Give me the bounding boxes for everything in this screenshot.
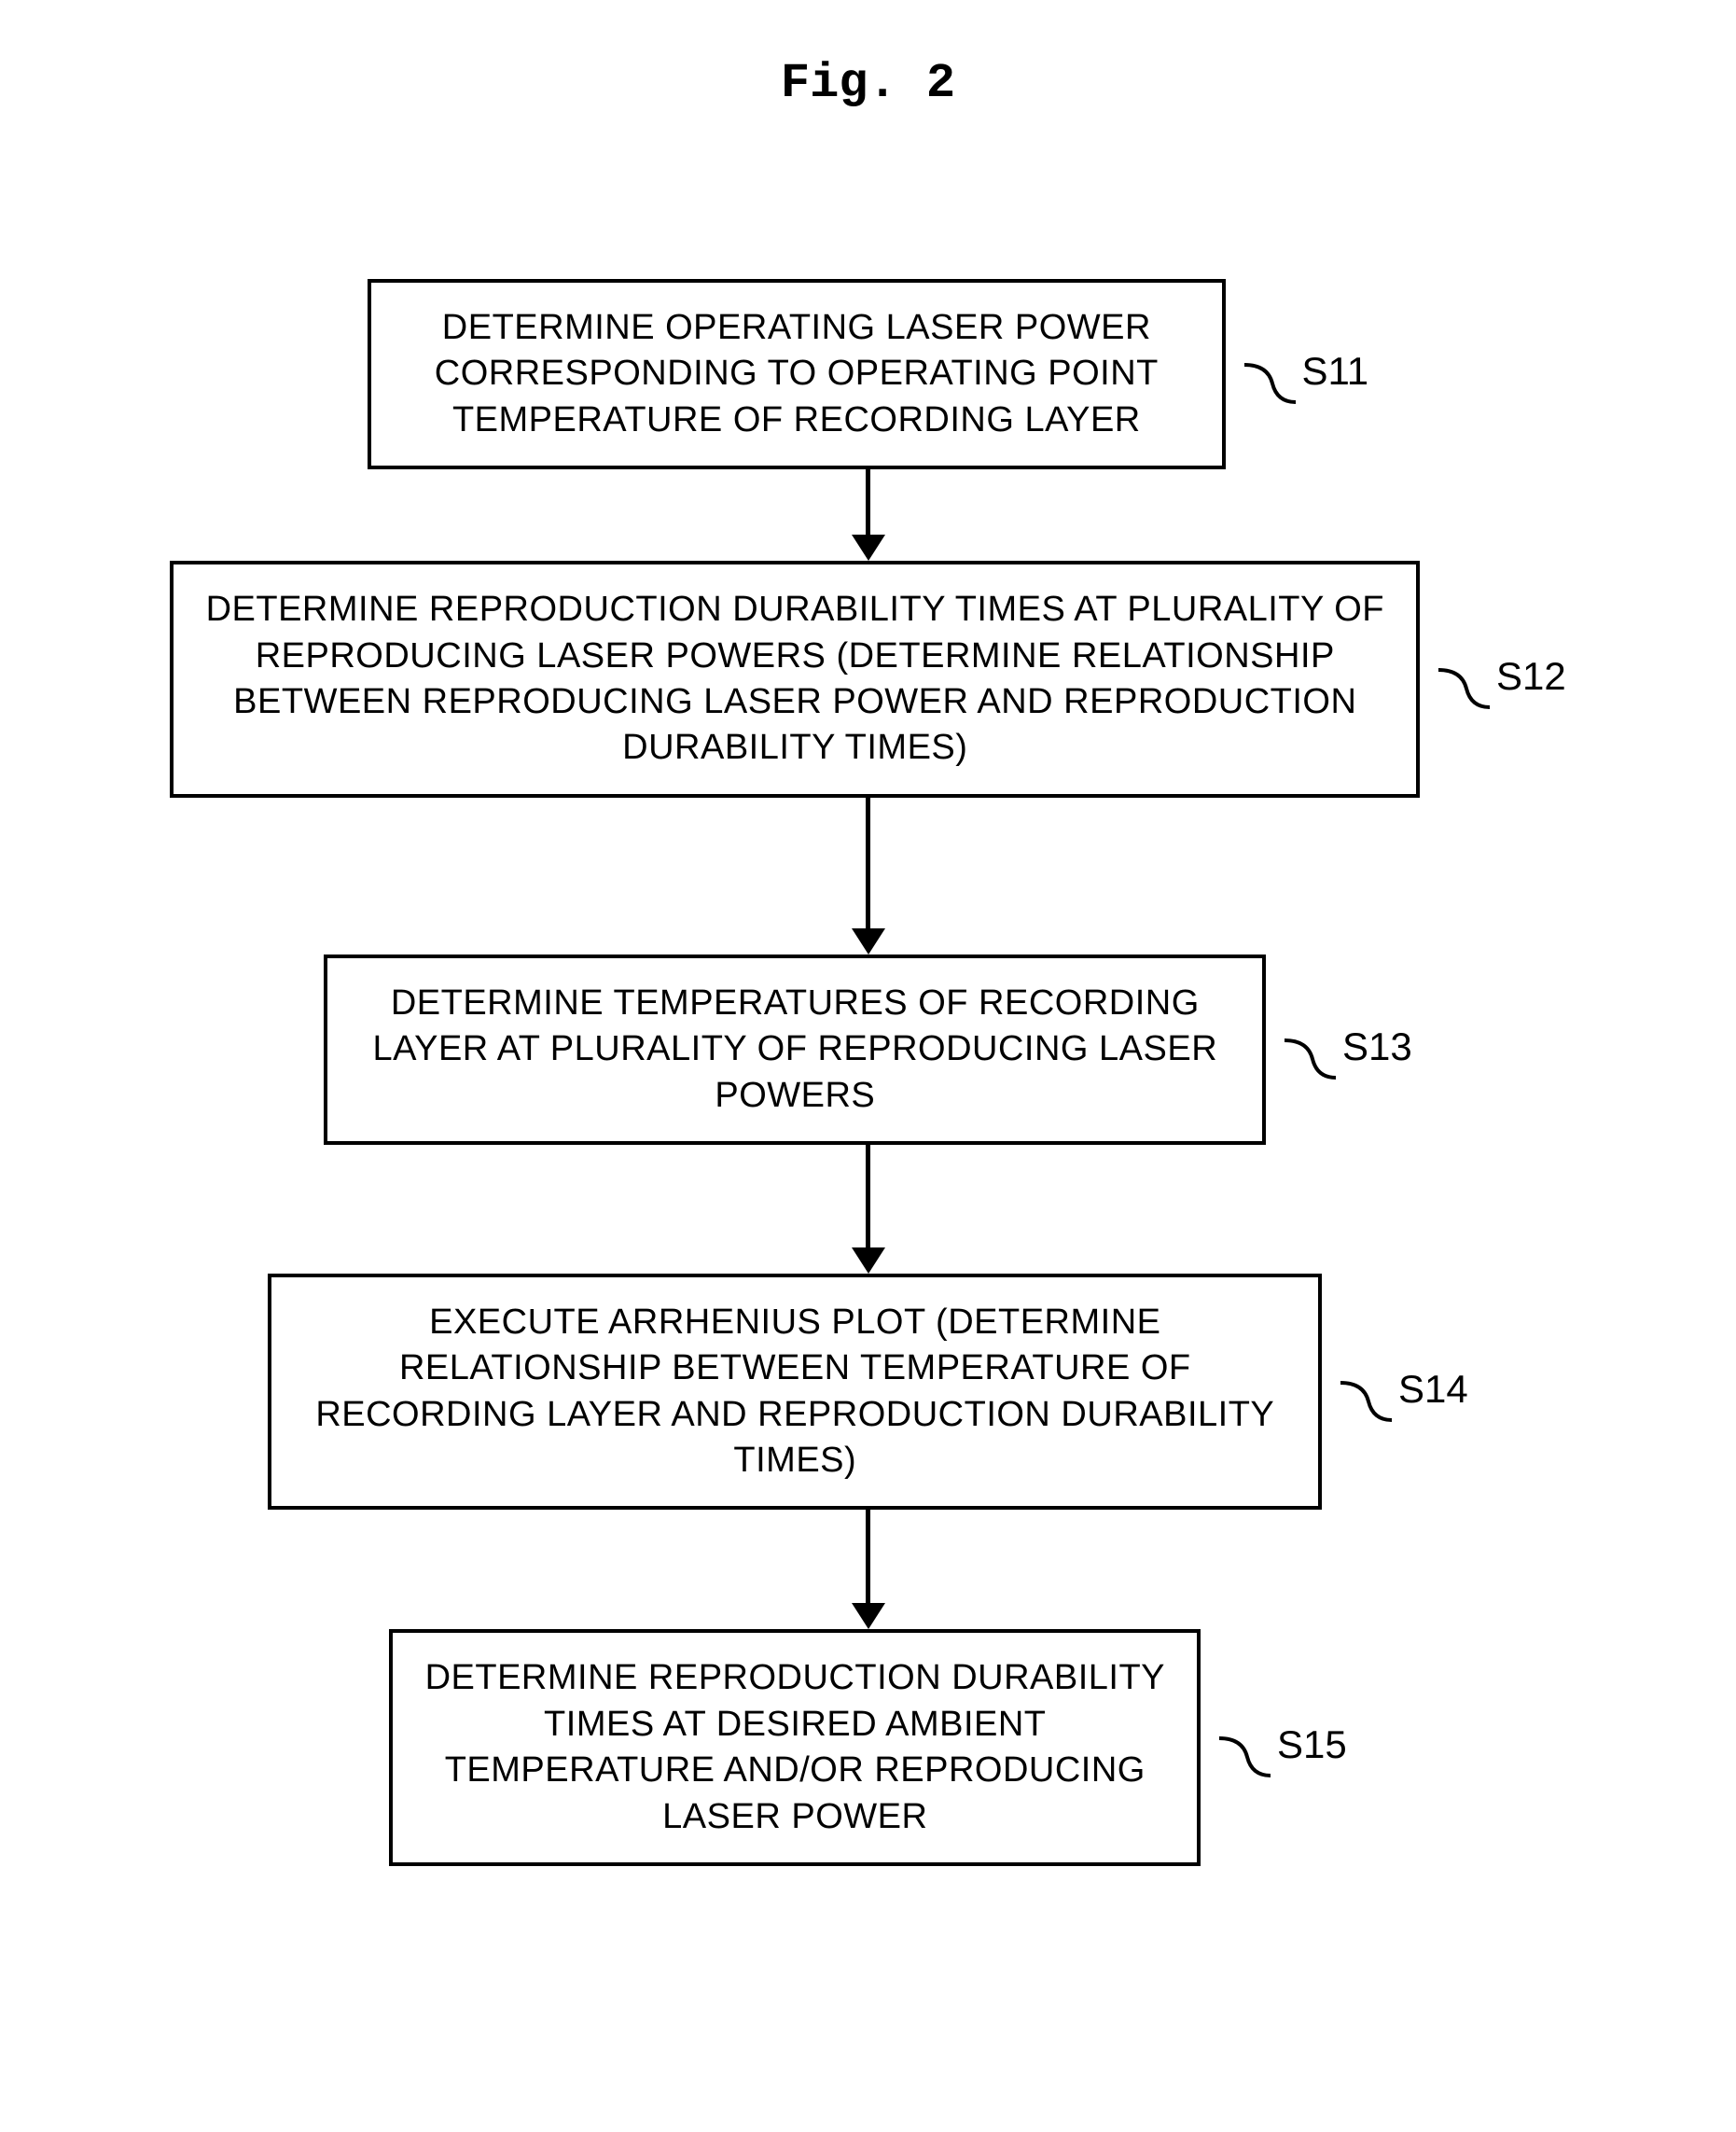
step-box-s12: DETERMINE REPRODUCTION DURABILITY TIMES … <box>170 561 1420 798</box>
label-connector-icon <box>1285 1022 1331 1078</box>
step-label-text: S12 <box>1496 654 1566 698</box>
label-connector-icon <box>1244 346 1291 402</box>
step-row-s15: DETERMINE REPRODUCTION DURABILITY TIMES … <box>389 1629 1346 1866</box>
arrow-icon <box>845 1510 892 1629</box>
step-row-s14: EXECUTE ARRHENIUS PLOT (DETERMINE RELATI… <box>268 1274 1467 1511</box>
step-box-s11: DETERMINE OPERATING LASER POWER CORRESPO… <box>368 279 1226 469</box>
step-box-s15: DETERMINE REPRODUCTION DURABILITY TIMES … <box>389 1629 1201 1866</box>
arrow-line <box>866 798 870 928</box>
label-connector-icon <box>1340 1364 1387 1420</box>
step-label-s11: S11 <box>1244 346 1368 402</box>
step-box-s14: EXECUTE ARRHENIUS PLOT (DETERMINE RELATI… <box>268 1274 1322 1511</box>
arrow-icon <box>845 1145 892 1274</box>
step-row-s13: DETERMINE TEMPERATURES OF RECORDING LAYE… <box>324 955 1411 1145</box>
arrow-line <box>866 469 870 535</box>
step-label-text: S13 <box>1342 1024 1412 1068</box>
label-connector-icon <box>1219 1720 1266 1776</box>
arrow-container <box>37 1510 1699 1629</box>
step-label-s14: S14 <box>1340 1364 1467 1420</box>
step-row-s12: DETERMINE REPRODUCTION DURABILITY TIMES … <box>170 561 1565 798</box>
step-label-text: S11 <box>1302 349 1369 393</box>
step-label-s13: S13 <box>1285 1022 1411 1078</box>
arrow-line <box>866 1510 870 1603</box>
flowchart-container: DETERMINE OPERATING LASER POWER CORRESPO… <box>37 279 1699 1866</box>
step-label-text: S15 <box>1277 1722 1347 1766</box>
arrow-line <box>866 1145 870 1247</box>
arrow-head-icon <box>852 928 885 955</box>
figure-title: Fig. 2 <box>37 56 1699 111</box>
arrow-head-icon <box>852 1247 885 1274</box>
step-box-s13: DETERMINE TEMPERATURES OF RECORDING LAYE… <box>324 955 1266 1145</box>
arrow-container <box>37 469 1699 561</box>
step-label-s15: S15 <box>1219 1720 1346 1776</box>
step-row-s11: DETERMINE OPERATING LASER POWER CORRESPO… <box>368 279 1368 469</box>
arrow-container <box>37 798 1699 955</box>
label-connector-icon <box>1438 651 1485 707</box>
arrow-icon <box>845 798 892 955</box>
step-label-s12: S12 <box>1438 651 1565 707</box>
arrow-head-icon <box>852 1603 885 1629</box>
arrow-container <box>37 1145 1699 1274</box>
step-label-text: S14 <box>1398 1367 1468 1411</box>
arrow-head-icon <box>852 535 885 561</box>
arrow-icon <box>845 469 892 561</box>
